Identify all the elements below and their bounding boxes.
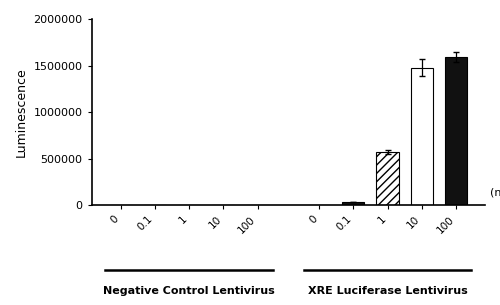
Text: XRE Luciferase Lentivirus: XRE Luciferase Lentivirus [308,286,468,296]
Y-axis label: Luminescence: Luminescence [15,67,28,157]
Bar [410,68,433,205]
Bar [342,202,364,205]
Bar [445,57,467,205]
Text: Negative Control Lentivirus: Negative Control Lentivirus [104,286,275,296]
Bar [376,152,398,205]
Text: (nM, TCDD): (nM, TCDD) [490,188,500,198]
